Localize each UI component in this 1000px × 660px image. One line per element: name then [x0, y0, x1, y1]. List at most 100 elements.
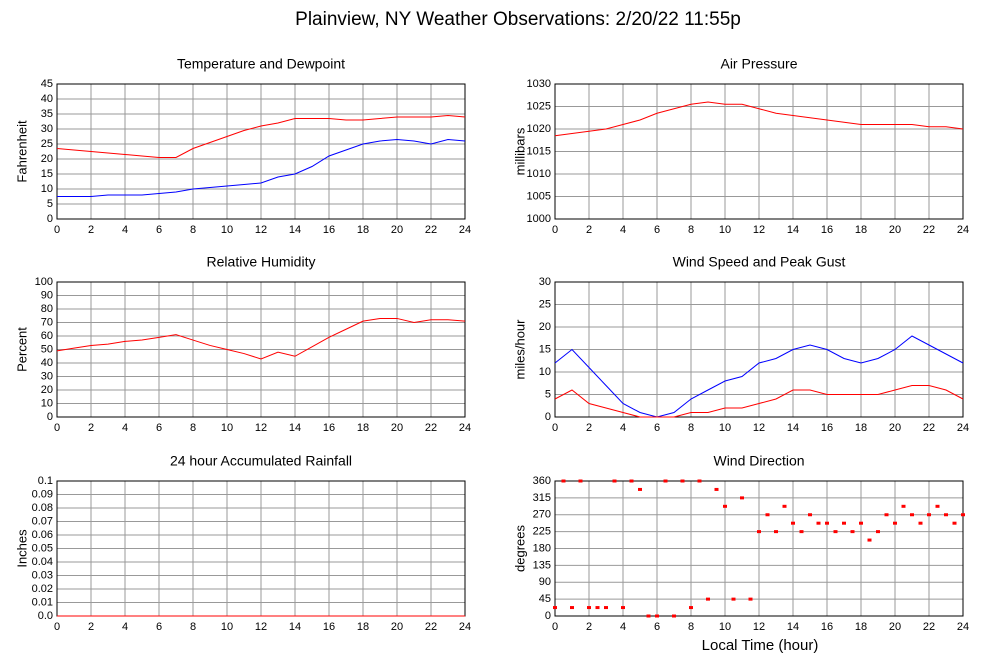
- data-point: [655, 614, 659, 618]
- x-tick-label: 0: [54, 224, 60, 236]
- y-tick-label: 1025: [527, 100, 551, 112]
- x-tick-label: 20: [391, 224, 403, 236]
- x-tick-label: 16: [821, 224, 833, 236]
- y-tick-label: 360: [533, 475, 551, 487]
- y-tick-label: 0: [545, 411, 551, 423]
- data-line: [554, 101, 964, 137]
- x-tick-label: 0: [552, 621, 558, 633]
- x-tick-label: 2: [88, 422, 94, 434]
- data-point: [570, 606, 574, 610]
- x-tick-label: 12: [255, 422, 267, 434]
- plot-frame: [554, 281, 964, 418]
- x-tick-label: 4: [620, 224, 626, 236]
- data-point: [578, 479, 583, 483]
- data-line: [57, 138, 466, 197]
- y-tick-label: 45: [539, 593, 551, 605]
- x-tick-label: 18: [855, 621, 867, 633]
- y-tick-label: 1015: [527, 145, 551, 157]
- y-tick-label: 30: [41, 370, 53, 382]
- x-axis-label: Local Time (hour): [702, 637, 819, 654]
- x-tick-label: 12: [255, 224, 267, 236]
- x-tick-label: 10: [719, 422, 731, 434]
- data-point: [918, 521, 923, 525]
- chart-title: Temperature and Dewpoint: [177, 56, 345, 72]
- data-point: [859, 521, 863, 525]
- y-tick-label: 10: [539, 366, 551, 378]
- x-tick-label: 6: [156, 224, 162, 236]
- y-tick-label: 1030: [527, 78, 551, 90]
- y-tick-label: 45: [41, 78, 53, 90]
- data-line: [56, 114, 466, 158]
- y-tick-label: 1020: [527, 123, 551, 135]
- y-tick-label: 0.08: [32, 502, 53, 514]
- data-point: [587, 606, 591, 610]
- data-point: [731, 597, 736, 601]
- data-point: [663, 479, 668, 483]
- y-tick-label: 25: [539, 298, 551, 310]
- x-tick-label: 16: [323, 621, 335, 633]
- panel: Wind Speed and Peak Gust miles/hour 0 5 10 15…: [512, 254, 969, 434]
- panel: Wind Directiondegrees0459013518022527031…: [512, 453, 969, 633]
- y-tick-label: 40: [41, 93, 53, 105]
- data-point: [689, 606, 693, 610]
- x-tick-label: 24: [957, 422, 969, 434]
- data-point: [842, 521, 846, 525]
- data-point: [961, 513, 965, 517]
- data-point: [629, 479, 634, 483]
- x-tick-label: 6: [654, 224, 660, 236]
- y-axis-label: Inches: [14, 529, 29, 568]
- data-point: [621, 606, 625, 610]
- data-point: [595, 606, 600, 610]
- x-tick-label: 22: [923, 224, 935, 236]
- x-tick-label: 14: [787, 422, 799, 434]
- data-point: [612, 479, 617, 483]
- x-tick-label: 8: [688, 422, 694, 434]
- y-tick-label: 0: [47, 411, 53, 423]
- y-tick-label: 80: [41, 303, 53, 315]
- x-tick-label: 2: [88, 224, 94, 236]
- data-point: [825, 521, 829, 525]
- x-tick-label: 0: [54, 621, 60, 633]
- y-tick-label: 15: [41, 168, 53, 180]
- x-tick-label: 16: [323, 224, 335, 236]
- y-tick-label: 0.06: [32, 529, 53, 541]
- x-tick-label: 20: [889, 422, 901, 434]
- panel: Air Pressuremillibars1000100510101015102…: [512, 56, 969, 236]
- y-tick-label: 0.07: [32, 515, 53, 527]
- data-point: [901, 504, 906, 508]
- y-tick-label: 0: [545, 610, 551, 622]
- data-point: [867, 538, 872, 542]
- x-tick-label: 0: [552, 422, 558, 434]
- x-tick-label: 8: [190, 224, 196, 236]
- data-point: [672, 614, 676, 618]
- x-tick-label: 12: [255, 621, 267, 633]
- data-point: [816, 521, 821, 525]
- y-axis-label: degrees: [512, 525, 527, 572]
- x-tick-label: 10: [719, 621, 731, 633]
- y-tick-label: 135: [533, 559, 551, 571]
- x-tick-label: 18: [855, 224, 867, 236]
- y-tick-label: 0.1: [38, 475, 53, 487]
- x-tick-label: 20: [391, 422, 403, 434]
- panel: Temperature and Dewpoint Fahrenheit 0 5 10 15…: [14, 56, 471, 236]
- x-tick-label: 4: [122, 621, 128, 633]
- y-axis-label: Fahrenheit: [14, 120, 29, 183]
- x-tick-label: 14: [289, 621, 301, 633]
- x-tick-label: 10: [221, 621, 233, 633]
- x-tick-label: 24: [957, 621, 969, 633]
- data-point: [944, 513, 948, 517]
- plot-frame: [56, 281, 466, 418]
- y-tick-label: 1000: [527, 213, 551, 225]
- x-tick-label: 2: [586, 621, 592, 633]
- x-tick-label: 20: [391, 621, 403, 633]
- data-point: [714, 487, 719, 491]
- data-point: [876, 530, 880, 534]
- y-tick-label: 0.02: [32, 583, 53, 595]
- x-tick-label: 4: [122, 224, 128, 236]
- y-tick-label: 20: [41, 153, 53, 165]
- chart-title: Wind Direction: [713, 453, 804, 469]
- panel: Relative HumidityPercent0102030405060708…: [14, 254, 471, 434]
- data-point: [782, 504, 787, 508]
- data-point: [680, 479, 685, 483]
